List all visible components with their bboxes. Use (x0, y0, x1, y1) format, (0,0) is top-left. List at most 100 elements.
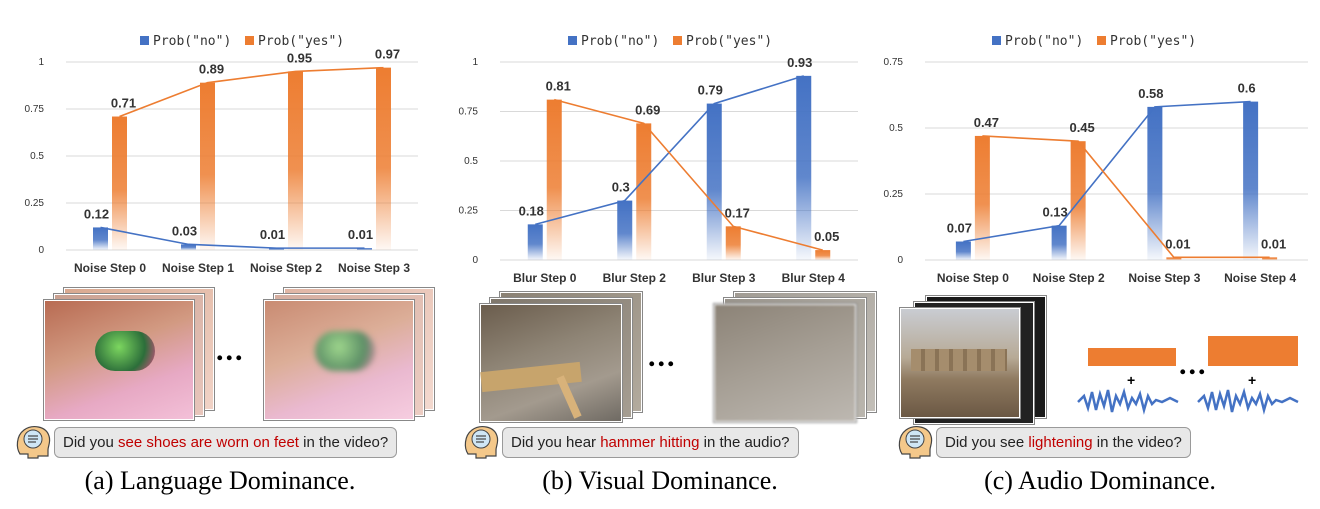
panel-visual-dominance: 0 0.25 0.5 0.75 1 Prob("no") Prob("yes") 0.18 0.… (440, 0, 880, 509)
x-tick-label: Noise Step 2 (250, 261, 322, 275)
data-label-yes: 0.81 (546, 79, 571, 94)
x-tick-label: Noise Step 0 (74, 261, 146, 275)
x-tick-label: Blur Step 4 (782, 271, 846, 285)
legend-swatch (673, 36, 682, 45)
video-frame-front (480, 304, 622, 422)
question-post: in the video? (1092, 433, 1182, 451)
legend-label: Prob("no") (153, 34, 231, 49)
bar-no (617, 200, 633, 260)
data-label-no: 0.6 (1238, 81, 1256, 96)
bar-no (527, 224, 543, 260)
bar-yes (376, 67, 391, 250)
series-line-yes (119, 66, 384, 118)
legend: Prob("no") Prob("yes") (140, 34, 344, 49)
y-tick-label: 0.5 (889, 123, 903, 134)
x-tick-label: Noise Step 4 (1224, 271, 1296, 285)
data-label-no: 0.79 (698, 83, 723, 98)
question-highlight: see shoes are worn on feet (118, 433, 299, 451)
x-tick-label: Noise Step 3 (338, 261, 410, 275)
data-label-yes: 0.89 (199, 62, 224, 77)
series-line-yes (554, 98, 823, 251)
legend-label: Prob("yes") (686, 34, 772, 49)
video-frames-b: ... (470, 288, 876, 422)
question-highlight: lightening (1028, 433, 1093, 451)
media-inputs-c: + + ... (890, 290, 1310, 424)
y-tick-label: 0 (897, 255, 903, 266)
y-tick-label: 0.25 (25, 198, 45, 209)
bar-no (796, 75, 812, 260)
blurred-shoe-image (315, 331, 375, 371)
question-pre: Did you see (945, 433, 1029, 451)
buildings-image (911, 349, 1007, 371)
legend-label: Prob("no") (581, 34, 659, 49)
bar-no (357, 248, 372, 250)
data-label-no: 0.01 (260, 227, 285, 242)
data-label-no: 0.58 (1138, 86, 1163, 101)
legend-swatch (992, 36, 1001, 45)
y-tick-label: 0.25 (459, 206, 479, 217)
x-tick-label: Noise Step 3 (1128, 271, 1200, 285)
bar-no (955, 241, 971, 260)
video-frame-front-2 (714, 304, 856, 422)
series-line-yes (982, 135, 1270, 259)
data-label-yes: 0.05 (814, 229, 839, 244)
bar-no (1147, 106, 1163, 260)
data-label-yes: 0.01 (1261, 236, 1286, 251)
bar-yes (636, 123, 652, 260)
question-a: Did you see shoes are worn on feet in th… (14, 424, 398, 460)
chart-c: 0 0.25 0.5 0.75 Prob("no") Prob("yes") 0.07 0.4… (884, 34, 1308, 285)
y-tick-label: 0.5 (30, 151, 44, 162)
y-tick-label: 0 (472, 255, 478, 266)
audio-waveform-1 (1077, 387, 1179, 415)
caption-b: (b) Visual Dominance. (542, 466, 778, 495)
video-frame-front (900, 308, 1020, 418)
ellipsis: ... (1179, 348, 1208, 381)
bar-no (181, 244, 196, 250)
bar-no (1243, 101, 1259, 260)
data-label-yes: 0.45 (1069, 120, 1094, 135)
legend-swatch (568, 36, 577, 45)
noise-waveform-1 (1088, 348, 1176, 366)
question-highlight: hammer hitting (600, 433, 700, 451)
series-line-no (963, 100, 1251, 243)
question-pre: Did you (63, 433, 119, 451)
series-line-no (535, 75, 804, 226)
thinking-head-icon (16, 426, 51, 459)
shoe-image (95, 331, 155, 371)
bar-yes (1070, 141, 1086, 260)
bar-no (269, 248, 284, 250)
bar-yes (200, 82, 215, 251)
bar-no (706, 103, 722, 260)
legend-swatch (1097, 36, 1106, 45)
bar-yes (815, 250, 831, 260)
x-tick-label: Blur Step 0 (513, 271, 577, 285)
data-label-no: 0.18 (519, 203, 544, 218)
data-label-no: 0.13 (1042, 205, 1067, 220)
audio-waveform-2 (1197, 387, 1299, 415)
bar-yes (974, 135, 990, 260)
legend: Prob("no") Prob("yes") (568, 34, 772, 49)
x-tick-label: Noise Step 1 (162, 261, 234, 275)
bar-yes (1166, 257, 1182, 260)
data-label-no: 0.07 (947, 221, 972, 236)
data-label-yes: 0.01 (1165, 236, 1190, 251)
chart-b: 0 0.25 0.5 0.75 1 Prob("no") Prob("yes") 0.18 0.… (459, 34, 858, 285)
x-tick-label: Noise Step 0 (937, 271, 1009, 285)
data-label-yes: 0.97 (375, 47, 400, 62)
caption-c: (c) Audio Dominance. (984, 466, 1216, 495)
y-tick-label: 1 (472, 57, 478, 68)
y-tick-label: 0.5 (464, 156, 478, 167)
question-bubble: Did you hear hammer hitting in the audio… (502, 426, 799, 458)
y-tick-label: 0.25 (884, 189, 904, 200)
video-frame-front-2 (264, 300, 414, 420)
ellipsis: ... (216, 334, 245, 367)
panel-language-dominance: 0 0.25 0.5 0.75 1 Prob("no") Prob("yes") 0.12 0.… (0, 0, 440, 509)
data-label-yes: 0.47 (974, 115, 999, 130)
caption-a: (a) Language Dominance. (84, 466, 356, 495)
panel-audio-dominance: 0 0.25 0.5 0.75 Prob("no") Prob("yes") 0.07 0.4… (880, 0, 1320, 509)
legend-label: Prob("yes") (1110, 34, 1196, 49)
x-tick-label: Blur Step 3 (692, 271, 756, 285)
series-line-no (100, 226, 365, 249)
legend: Prob("no") Prob("yes") (992, 34, 1196, 49)
data-label-no: 0.93 (787, 55, 812, 70)
